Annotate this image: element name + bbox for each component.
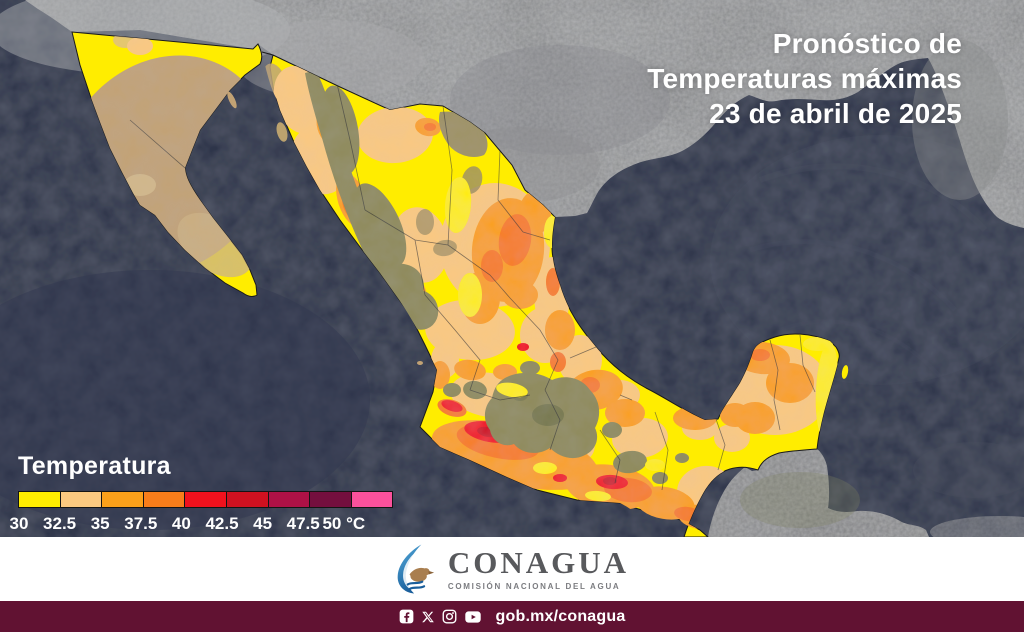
legend-tick: 35 — [90, 514, 110, 533]
facebook-icon[interactable] — [399, 609, 414, 624]
guatemala-belize-landmass — [708, 449, 1024, 537]
legend-swatch — [102, 492, 144, 507]
legend-title: Temperatura — [18, 452, 171, 480]
yellow-accents — [444, 177, 839, 533]
legend-tick: 30 — [9, 514, 29, 533]
legend-swatch — [310, 492, 352, 507]
legend-swatch — [351, 492, 393, 507]
legend-tick: 37.5 — [124, 514, 158, 533]
mexico-temperature-map — [0, 0, 1024, 537]
legend-swatch — [60, 492, 103, 507]
footer-bar: gob.mx/conagua — [0, 601, 1024, 632]
legend-swatch — [143, 492, 186, 507]
map-title-line3: 23 de abril de 2025 — [709, 98, 962, 129]
map-title-line1: Pronóstico de — [772, 28, 962, 59]
islands — [227, 91, 849, 379]
logo-tagline: COMISIÓN NACIONAL DEL AGUA — [447, 582, 621, 591]
conagua-logo-icon — [397, 544, 434, 594]
map-title: Pronóstico de Temperaturas máximas 23 de… — [647, 26, 962, 131]
footer-link[interactable]: gob.mx/conagua — [495, 607, 626, 625]
youtube-icon[interactable] — [464, 610, 482, 624]
legend-color-scale — [18, 491, 394, 508]
legend-tick-labels: 30 32.5 35 37.5 40 42.5 45 47.5 50 °C — [10, 514, 393, 534]
legend-swatch — [185, 492, 227, 507]
legend-swatch — [268, 492, 311, 507]
map-title-line2: Temperaturas máximas — [647, 63, 962, 94]
temperature-legend: Temperatura 30 32.5 35 37.5 40 42.5 45 4… — [10, 452, 394, 534]
logo-text: CONAGUA — [447, 545, 630, 580]
instagram-icon[interactable] — [442, 609, 457, 624]
us-landmass — [0, 0, 1024, 228]
brand-band: CONAGUA COMISIÓN NACIONAL DEL AGUA — [0, 537, 1024, 601]
gulf-bathymetry — [710, 135, 1024, 498]
x-icon[interactable] — [421, 610, 435, 624]
legend-tick: 32.5 — [43, 514, 77, 533]
legend-tick: 50 °C — [322, 514, 366, 533]
legend-swatch — [19, 492, 61, 507]
legend-swatch — [226, 492, 269, 507]
legend-tick: 47.5 — [286, 514, 320, 533]
legend-tick: 40 — [171, 514, 191, 533]
state-boundaries — [129, 74, 816, 491]
legend-tick: 45 — [253, 514, 273, 533]
conagua-wordmark: CONAGUA COMISIÓN NACIONAL DEL AGUA — [448, 547, 629, 591]
legend-tick: 42.5 — [205, 514, 239, 533]
